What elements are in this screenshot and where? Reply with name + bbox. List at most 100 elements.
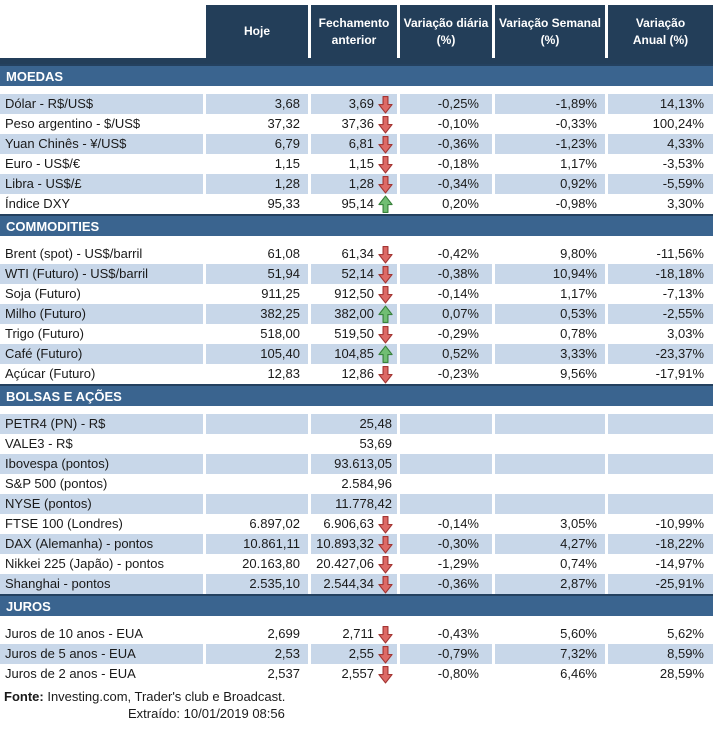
fechamento-value: 912,50 xyxy=(334,286,374,301)
table-row: Euro - US$/€ 1,15 1,15 -0,18% 1,17% -3,53% xyxy=(0,154,713,174)
cell-var-anual: -18,22% xyxy=(605,534,713,554)
section-header-bolsas-e-a-es: BOLSAS E AÇÕES xyxy=(0,384,713,406)
cell-hoje xyxy=(203,434,308,454)
down-arrow-icon xyxy=(376,135,395,154)
cell-var-anual: -14,97% xyxy=(605,554,713,574)
row-label: WTI (Futuro) - US$/barril xyxy=(0,264,203,284)
cell-fechamento: 2.584,96 xyxy=(308,474,397,494)
cell-var-anual: 3,03% xyxy=(605,324,713,344)
cell-hoje: 2,53 xyxy=(203,644,308,664)
up-arrow-icon xyxy=(376,305,395,324)
cell-var-diaria: -0,18% xyxy=(397,154,492,174)
down-arrow-icon xyxy=(376,95,395,114)
cell-var-anual: -23,37% xyxy=(605,344,713,364)
cell-fechamento: 10.893,32 xyxy=(308,534,397,554)
cell-var-anual xyxy=(605,414,713,434)
table-row: Brent (spot) - US$/barril 61,08 61,34 -0,42… xyxy=(0,244,713,264)
cell-var-anual: 100,24% xyxy=(605,114,713,134)
down-arrow-icon xyxy=(376,155,395,174)
down-arrow-icon xyxy=(376,575,395,594)
table-row: Trigo (Futuro) 518,00 519,50 -0,29% 0,78% 3,0… xyxy=(0,324,713,344)
source-text: Investing.com, Trader's club e Broadcast… xyxy=(43,689,286,704)
cell-var-semanal: 3,33% xyxy=(492,344,605,364)
cell-fechamento: 2.544,34 xyxy=(308,574,397,594)
cell-hoje: 2,699 xyxy=(203,624,308,644)
cell-var-diaria xyxy=(397,494,492,514)
cell-var-semanal: 1,17% xyxy=(492,154,605,174)
table-row: Libra - US$/£ 1,28 1,28 -0,34% 0,92% -5,59% xyxy=(0,174,713,194)
section-header-juros: JUROS xyxy=(0,594,713,616)
cell-var-semanal: 0,92% xyxy=(492,174,605,194)
table-row: Yuan Chinês - ¥/US$ 6,79 6,81 -0,36% -1,23% 4… xyxy=(0,134,713,154)
section-header-moedas: MOEDAS xyxy=(0,64,713,86)
fechamento-value: 10.893,32 xyxy=(316,536,374,551)
table-row: Café (Futuro) 105,40 104,85 0,52% 3,33% -23,3… xyxy=(0,344,713,364)
extracted-line: Extraído: 10/01/2019 08:56 xyxy=(0,705,713,722)
cell-fechamento: 12,86 xyxy=(308,364,397,384)
table-row: Juros de 2 anos - EUA 2,537 2,557 -0,80% 6,4… xyxy=(0,664,713,684)
cell-hoje: 2,537 xyxy=(203,664,308,684)
cell-var-anual: 14,13% xyxy=(605,94,713,114)
down-arrow-icon xyxy=(376,365,395,384)
fechamento-value: 20.427,06 xyxy=(316,556,374,571)
fechamento-value: 6,81 xyxy=(348,136,374,151)
cell-hoje: 10.861,11 xyxy=(203,534,308,554)
cell-var-diaria: -0,14% xyxy=(397,514,492,534)
extracted-timestamp: 10/01/2019 08:56 xyxy=(183,706,285,721)
cell-var-diaria: -0,79% xyxy=(397,644,492,664)
fechamento-value: 2,711 xyxy=(342,626,374,641)
row-label: Trigo (Futuro) xyxy=(0,324,203,344)
cell-var-diaria: -0,23% xyxy=(397,364,492,384)
cell-hoje: 105,40 xyxy=(203,344,308,364)
down-arrow-icon xyxy=(376,625,395,644)
cell-hoje: 1,28 xyxy=(203,174,308,194)
cell-var-diaria: -0,34% xyxy=(397,174,492,194)
cell-var-semanal: 6,46% xyxy=(492,664,605,684)
table-row: PETR4 (PN) - R$ 25,48 xyxy=(0,414,713,434)
table-row: Juros de 10 anos - EUA 2,699 2,711 -0,43% 5,… xyxy=(0,624,713,644)
cell-var-anual xyxy=(605,494,713,514)
row-label: Café (Futuro) xyxy=(0,344,203,364)
cell-hoje xyxy=(203,414,308,434)
fechamento-value: 2,557 xyxy=(341,666,374,681)
cell-var-anual: -18,18% xyxy=(605,264,713,284)
cell-var-anual: 3,30% xyxy=(605,194,713,214)
cell-var-semanal: -1,23% xyxy=(492,134,605,154)
fechamento-value: 382,00 xyxy=(334,306,374,321)
cell-var-diaria xyxy=(397,474,492,494)
down-arrow-icon xyxy=(376,285,395,304)
cell-var-semanal xyxy=(492,474,605,494)
column-header-var-semanal: Variação Semanal (%) xyxy=(492,5,605,58)
cell-fechamento: 2,711 xyxy=(308,624,397,644)
cell-fechamento: 95,14 xyxy=(308,194,397,214)
fechamento-value: 3,69 xyxy=(348,96,374,111)
row-label: PETR4 (PN) - R$ xyxy=(0,414,203,434)
table-header-row: Hoje Fechamento anterior Variação diária… xyxy=(0,5,713,58)
table-row: Shanghai - pontos 2.535,10 2.544,34 -0,36% 2… xyxy=(0,574,713,594)
cell-fechamento: 37,36 xyxy=(308,114,397,134)
table-row: FTSE 100 (Londres) 6.897,02 6.906,63 -0,14%… xyxy=(0,514,713,534)
cell-var-anual: -17,91% xyxy=(605,364,713,384)
table-row: S&P 500 (pontos) 2.584,96 xyxy=(0,474,713,494)
cell-fechamento: 53,69 xyxy=(308,434,397,454)
fechamento-value: 93.613,05 xyxy=(334,456,392,471)
cell-var-semanal xyxy=(492,454,605,474)
cell-hoje xyxy=(203,474,308,494)
row-label: Soja (Futuro) xyxy=(0,284,203,304)
table-row: Dólar - R$/US$ 3,68 3,69 -0,25% -1,89% 14,13% xyxy=(0,94,713,114)
cell-var-diaria: -0,14% xyxy=(397,284,492,304)
cell-fechamento: 6,81 xyxy=(308,134,397,154)
fechamento-value: 52,14 xyxy=(341,266,374,281)
cell-var-semanal: 10,94% xyxy=(492,264,605,284)
cell-hoje xyxy=(203,454,308,474)
fechamento-value: 1,28 xyxy=(348,176,374,191)
cell-var-diaria: -0,42% xyxy=(397,244,492,264)
table-row: Juros de 5 anos - EUA 2,53 2,55 -0,79% 7,32%… xyxy=(0,644,713,664)
section-gap xyxy=(0,406,713,414)
cell-var-semanal: 7,32% xyxy=(492,644,605,664)
down-arrow-icon xyxy=(376,265,395,284)
financial-summary-table: Hoje Fechamento anterior Variação diária… xyxy=(0,5,713,722)
cell-var-anual: 4,33% xyxy=(605,134,713,154)
cell-var-diaria: -0,43% xyxy=(397,624,492,644)
cell-var-anual: -7,13% xyxy=(605,284,713,304)
